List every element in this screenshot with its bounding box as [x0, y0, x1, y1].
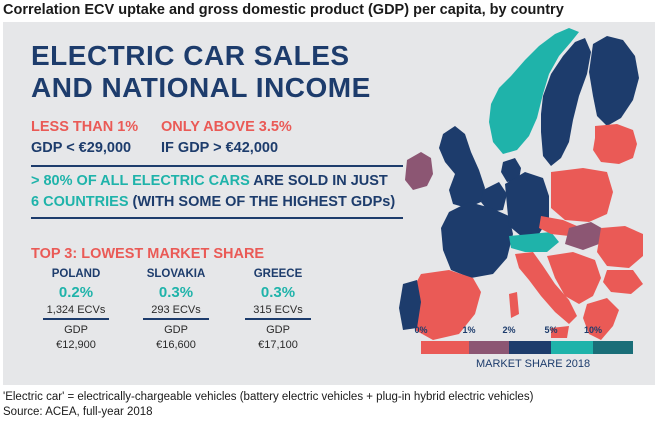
country-gdp-label: GDP [64, 323, 88, 336]
map-france [441, 202, 513, 278]
country-ecvs: 1,324 ECVs [46, 304, 106, 316]
country-name: POLAND [51, 268, 101, 280]
map-sardinia [509, 292, 519, 318]
legend-swatch-10-plus [593, 341, 633, 354]
country-card-greece: GREECE 0.3% 315 ECVs GDP €17,100 [233, 268, 323, 353]
country-card-slovakia: SLOVAKIA 0.3% 293 ECVs GDP €16,600 [131, 268, 221, 353]
country-gdp-label: GDP [164, 323, 188, 336]
statement-line-2: 6 COUNTRIES (WITH SOME OF THE HIGHEST GD… [31, 194, 395, 210]
legend-title: MARKET SHARE 2018 [475, 358, 591, 370]
legend-tick: 5% [544, 325, 558, 335]
europe-map [399, 28, 643, 340]
map-italy [515, 252, 577, 324]
map-sweden [541, 38, 591, 166]
legend-swatch-5-10 [551, 341, 593, 354]
map-hungary [565, 222, 605, 250]
low-threshold-gdp: GDP < €29,000 [31, 140, 132, 156]
map-greece [583, 298, 619, 340]
country-gdp: €16,600 [156, 338, 196, 351]
map-bulgaria [603, 270, 643, 294]
legend-tick: 0% [414, 325, 428, 335]
map-spain [411, 270, 481, 340]
country-card-poland: POLAND 0.2% 1,324 ECVs GDP €12,900 [31, 268, 121, 353]
footnote-source: Source: ACEA, full-year 2018 [3, 406, 153, 418]
statement-line-1: > 80% OF ALL ELECTRIC CARS ARE SOLD IN J… [31, 173, 388, 189]
map-uk [439, 126, 485, 208]
divider-top [31, 165, 403, 167]
country-share: 0.3% [158, 284, 194, 301]
map-poland [551, 168, 613, 222]
map-germany [505, 172, 549, 236]
page-heading: Correlation ECV uptake and gross domesti… [3, 2, 564, 18]
top3-title: TOP 3: LOWEST MARKET SHARE [31, 246, 265, 262]
market-share-legend: 0% 1% 2% 5% 10% MARKET SHARE 2018 [414, 325, 649, 381]
map-benelux [481, 182, 507, 212]
main-title-line-1: ELECTRIC CAR SALES [31, 40, 350, 71]
map-denmark [501, 158, 521, 182]
country-name: SLOVAKIA [146, 268, 206, 280]
footnote-definition: 'Electric car' = electrically-chargeable… [3, 391, 534, 403]
statement-highlight-share: > 80% OF ALL ELECTRIC CARS [31, 173, 250, 189]
map-balkans [547, 252, 601, 304]
country-divider [143, 318, 209, 320]
high-threshold-label: ONLY ABOVE 3.5% [161, 119, 292, 135]
map-sicily [551, 326, 569, 338]
country-ecvs: 293 ECVs [151, 304, 201, 316]
map-czechia [539, 216, 577, 236]
divider-bottom [31, 217, 403, 219]
map-portugal [399, 280, 421, 330]
map-romania [597, 226, 643, 268]
statement-text-1: ARE SOLD IN JUST [249, 173, 388, 189]
statement-text-2: (WITH SOME OF THE HIGHEST GDPs) [128, 194, 396, 210]
country-ecvs: 315 ECVs [253, 304, 303, 316]
legend-tick: 2% [502, 325, 516, 335]
legend-swatch-2-5 [509, 341, 551, 354]
map-ireland [405, 152, 433, 190]
country-gdp-label: GDP [266, 323, 290, 336]
legend-tick: 10% [583, 325, 603, 335]
country-gdp: €12,900 [56, 338, 96, 351]
country-gdp: €17,100 [258, 338, 298, 351]
map-austria [509, 232, 559, 252]
infographic-panel: ELECTRIC CAR SALES AND NATIONAL INCOME L… [3, 22, 655, 385]
map-baltics [593, 124, 637, 164]
country-name: GREECE [253, 268, 303, 280]
country-divider [43, 318, 109, 320]
map-finland [589, 36, 639, 126]
country-share: 0.2% [58, 284, 94, 301]
main-title: ELECTRIC CAR SALES AND NATIONAL INCOME [31, 40, 371, 104]
country-share: 0.3% [260, 284, 296, 301]
legend-swatch-0-1 [421, 341, 469, 354]
legend-tick: 1% [462, 325, 476, 335]
low-threshold-label: LESS THAN 1% [31, 119, 139, 135]
legend-swatch-1-2 [469, 341, 509, 354]
main-title-line-2: AND NATIONAL INCOME [31, 72, 371, 103]
statement-highlight-countries: 6 COUNTRIES [31, 194, 129, 210]
country-divider [245, 318, 311, 320]
map-norway [489, 28, 579, 154]
high-threshold-gdp: IF GDP > €42,000 [161, 140, 279, 156]
